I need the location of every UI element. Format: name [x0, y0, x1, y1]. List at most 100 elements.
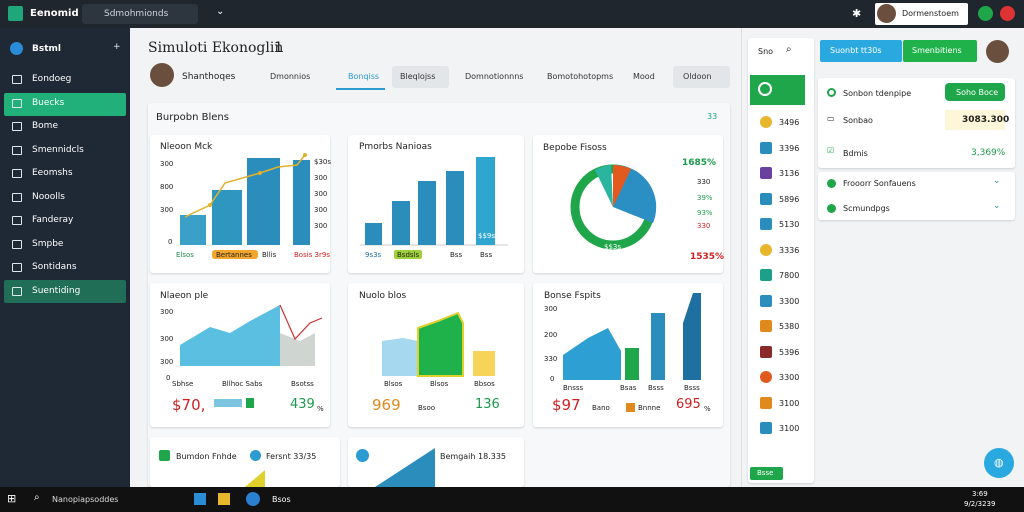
- nav-item[interactable]: Eeomshs: [32, 168, 73, 178]
- nav-icon: [12, 98, 22, 108]
- chat-icon: ◍: [994, 456, 1004, 469]
- tab[interactable]: Bonqiss: [348, 72, 380, 81]
- button-blue[interactable]: [820, 40, 902, 62]
- nav-item[interactable]: Fanderay: [32, 215, 74, 225]
- card-title: Pmorbs Nanioas: [359, 142, 432, 152]
- bar: [180, 215, 206, 245]
- button-green[interactable]: [903, 40, 977, 62]
- tab[interactable]: Bomotohotopms: [547, 72, 614, 81]
- bar: [476, 157, 495, 245]
- user-name: Dormenstoem: [902, 9, 959, 18]
- marker: [246, 398, 254, 408]
- list-icon: [760, 320, 772, 332]
- user-name: Shanthoqes: [182, 72, 236, 82]
- axis-label: 300: [160, 206, 174, 214]
- alert-icon[interactable]: [1000, 6, 1015, 21]
- right-label: 300: [314, 206, 328, 214]
- area: [382, 338, 418, 376]
- start-button[interactable]: ⊞: [7, 492, 17, 505]
- nav-icon: [12, 263, 22, 272]
- logo: [8, 6, 23, 21]
- icon: [827, 88, 836, 97]
- nav-item[interactable]: Smennidcls: [32, 144, 84, 155]
- nav-item[interactable]: Buecks: [32, 97, 65, 108]
- list-value: 3336: [779, 245, 800, 255]
- app-icon[interactable]: [194, 493, 206, 505]
- area: [683, 293, 701, 380]
- list-value: 5130: [779, 220, 800, 229]
- chevron[interactable]: ⌄: [993, 176, 1001, 186]
- donut-chart: [570, 164, 657, 250]
- accordion-label[interactable]: Scmundpgs: [843, 204, 890, 213]
- tab-bg: [392, 66, 449, 88]
- search-box[interactable]: [82, 4, 198, 24]
- taskbar-search[interactable]: Nanopiapsoddes: [52, 495, 119, 504]
- footer-label: Bsss: [684, 384, 700, 392]
- row-button-text: Soho Boce: [956, 88, 999, 97]
- card-title: Bonse Fspits: [544, 291, 601, 301]
- list-button-text: Bsse: [757, 469, 774, 477]
- page-title-num: 1: [274, 40, 283, 56]
- sidebar-header: Bstml: [32, 44, 61, 54]
- avatar: [986, 40, 1009, 63]
- chevron[interactable]: ⌄: [993, 201, 1001, 211]
- marker: [626, 403, 635, 412]
- list-button[interactable]: [750, 467, 783, 480]
- tab[interactable]: Oldoon: [683, 72, 712, 81]
- footer-label: Bss: [480, 251, 493, 259]
- nav-item[interactable]: Sontidans: [32, 262, 77, 272]
- list-value: 7800: [779, 271, 800, 280]
- bar: [365, 223, 382, 245]
- divider: [741, 28, 742, 487]
- icon: [827, 204, 836, 213]
- right-label: 1535%: [690, 252, 725, 262]
- chat-button[interactable]: [984, 448, 1014, 478]
- nav-icon: [12, 192, 22, 202]
- list-column: [748, 38, 814, 483]
- footer-label: Bosis 3r9s: [294, 251, 330, 259]
- tab[interactable]: Dmonnios: [270, 72, 311, 81]
- chevron[interactable]: ⌄: [216, 6, 225, 17]
- tab[interactable]: Bleqlojss: [400, 72, 436, 81]
- search-icon[interactable]: ⌕: [786, 44, 792, 55]
- app-icon[interactable]: [246, 492, 260, 506]
- nav-icon: [12, 75, 22, 84]
- row-icon: ☑: [827, 146, 835, 155]
- list-icon: [760, 371, 772, 383]
- list-search[interactable]: Sno: [758, 47, 774, 56]
- user-chip[interactable]: [875, 3, 968, 25]
- search-icon[interactable]: ⌕: [34, 492, 40, 503]
- row-label: Sonbao: [843, 116, 873, 125]
- tab-bg: [673, 66, 730, 88]
- list-value: 3396: [779, 143, 800, 153]
- area: [180, 305, 280, 366]
- settings-icon[interactable]: ✱: [852, 7, 862, 20]
- list-icon: [760, 167, 772, 179]
- accordion-label[interactable]: Frooorr Sonfauens: [843, 179, 916, 188]
- unit: %: [704, 405, 711, 413]
- nav-item[interactable]: Smpbe: [32, 238, 64, 249]
- status-icon[interactable]: [978, 6, 993, 21]
- stat: 136: [475, 397, 500, 412]
- app-icon[interactable]: [218, 493, 230, 505]
- row-button[interactable]: [945, 83, 1005, 101]
- nav-item[interactable]: Suentiding: [32, 285, 81, 296]
- stat: 439: [290, 397, 315, 412]
- tab[interactable]: Domnotionnns: [465, 72, 524, 81]
- button-text: Suonbt tt30s: [830, 46, 882, 55]
- nav-item[interactable]: Eondoeg: [32, 74, 72, 84]
- list-icon: [758, 82, 772, 96]
- avatar: [877, 4, 896, 23]
- nav-item[interactable]: Bome: [32, 121, 58, 131]
- active-item-2: [4, 280, 126, 303]
- tab[interactable]: Mood: [633, 72, 655, 81]
- list-value: 3100: [779, 398, 800, 408]
- sidebar-plus[interactable]: +: [113, 42, 121, 52]
- right-label: 39%: [697, 194, 713, 202]
- nav-item[interactable]: Nooolls: [32, 191, 65, 202]
- footer-label: Blsos: [384, 380, 403, 388]
- footer-label: Bnsss: [563, 384, 584, 392]
- list-icon: [760, 422, 772, 434]
- row-label: Bdmis: [843, 149, 868, 158]
